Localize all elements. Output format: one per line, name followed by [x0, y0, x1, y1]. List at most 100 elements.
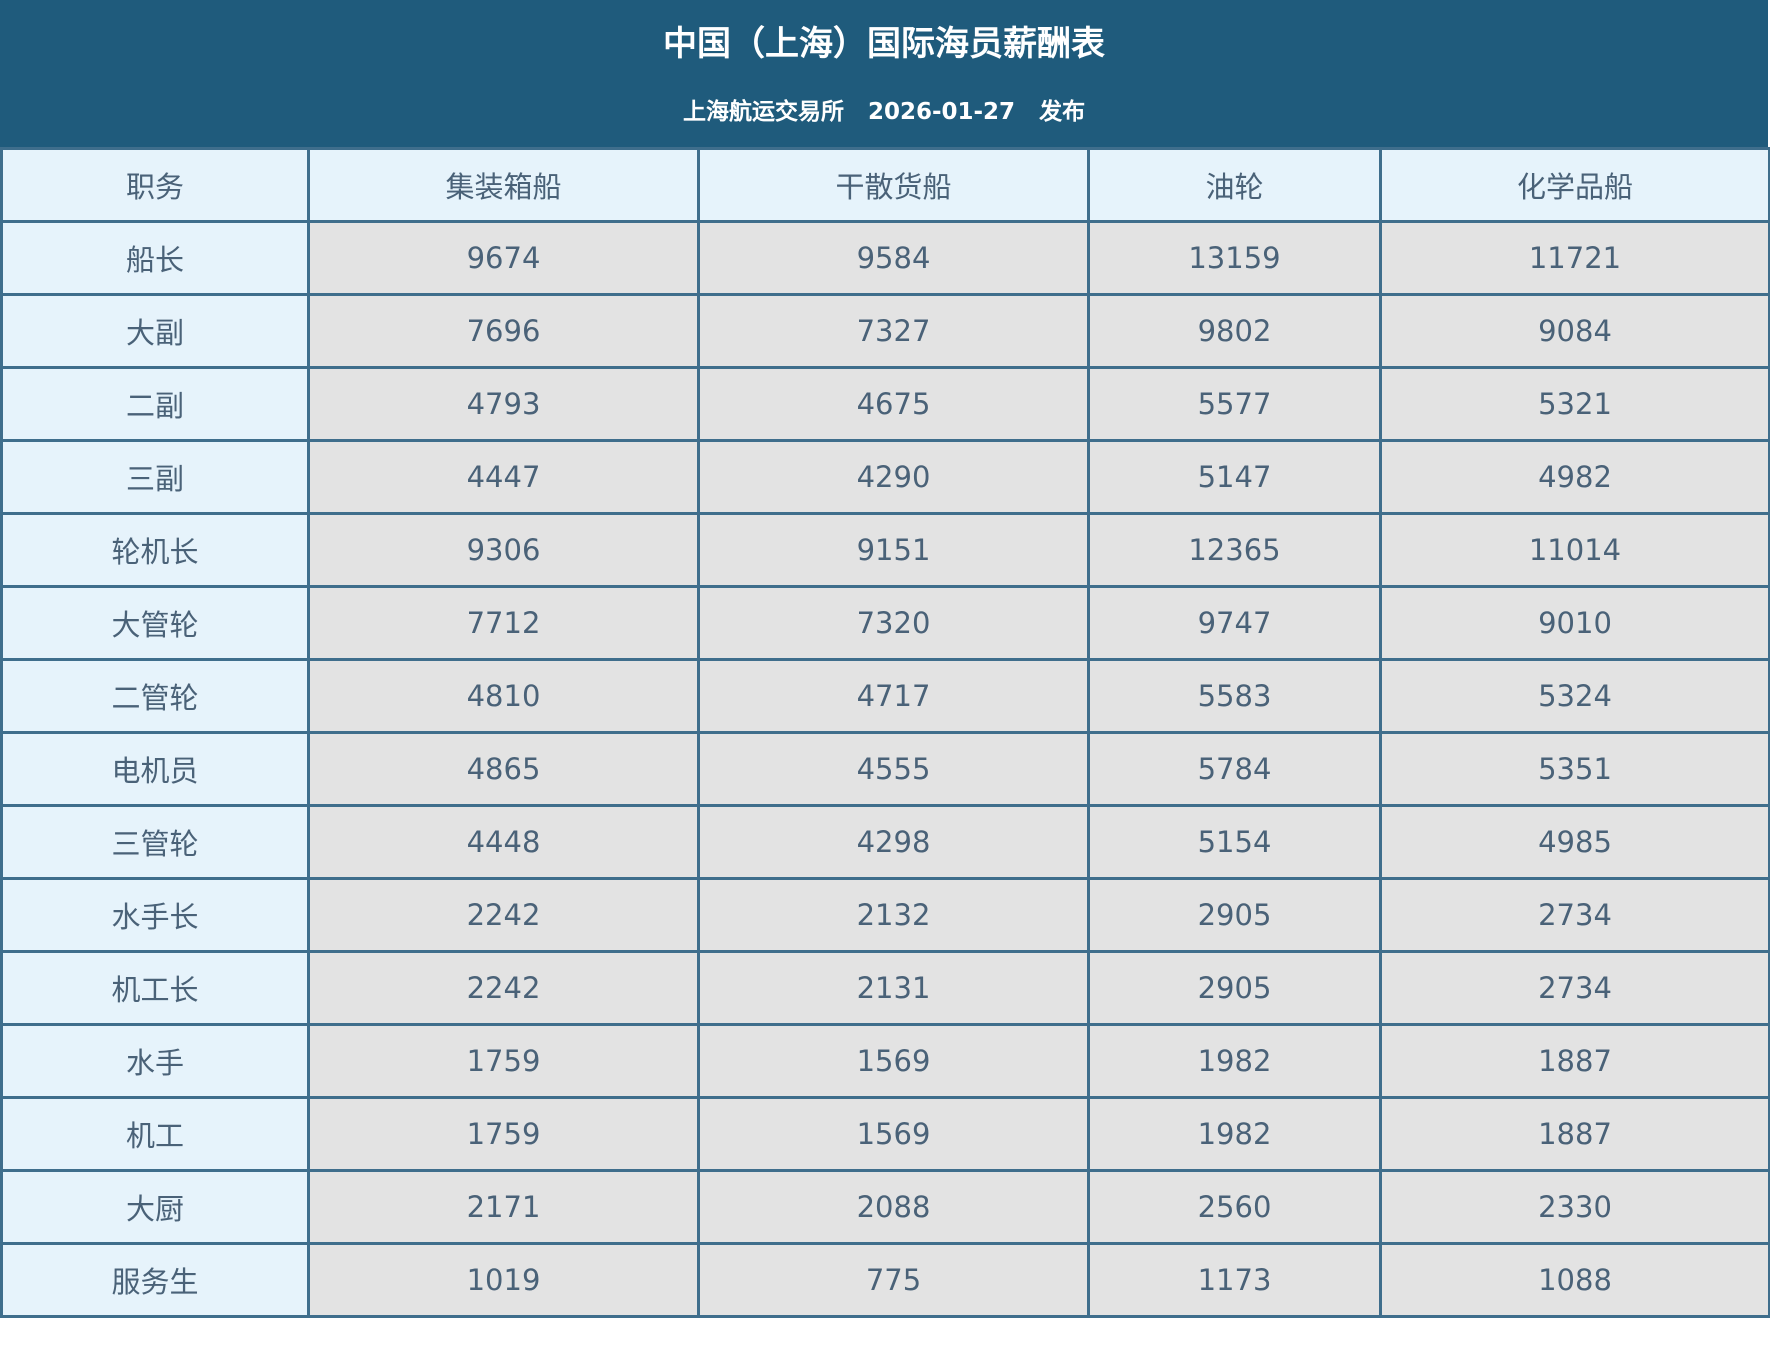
- salary-cell: 775: [697, 1242, 1090, 1318]
- salary-cell: 2242: [307, 950, 700, 1026]
- salary-cell: 5577: [1087, 366, 1382, 442]
- salary-cell: 12365: [1087, 512, 1382, 588]
- salary-cell: 4555: [697, 731, 1090, 807]
- row: 二副 4793 4675 5577 5321: [0, 366, 1770, 442]
- subtitle: 上海航运交易所 2026-01-27 发布: [0, 72, 1768, 126]
- salary-cell: 1569: [697, 1023, 1090, 1099]
- date: 2026-01-27: [867, 99, 1016, 125]
- row: 水手长 2242 2132 2905 2734: [0, 877, 1770, 953]
- role-cell: 大厨: [0, 1169, 310, 1245]
- salary-cell: 2560: [1087, 1169, 1382, 1245]
- salary-cell: 2242: [307, 877, 700, 953]
- salary-cell: 9674: [307, 220, 700, 296]
- row: 轮机长 9306 9151 12365 11014: [0, 512, 1770, 588]
- salary-cell: 11721: [1379, 220, 1770, 296]
- role-cell: 机工长: [0, 950, 310, 1026]
- role-cell: 服务生: [0, 1242, 310, 1318]
- salary-cell: 1759: [307, 1096, 700, 1172]
- salary-cell: 5147: [1087, 439, 1382, 515]
- column-header: 干散货船: [697, 147, 1090, 223]
- salary-cell: 2132: [697, 877, 1090, 953]
- salary-cell: 1173: [1087, 1242, 1382, 1318]
- table-body: 船长 9674 9584 13159 11721 大副 7696 7327 9802 9084 二副…: [0, 220, 1770, 1318]
- salary-cell: 2330: [1379, 1169, 1770, 1245]
- salary-cell: 9151: [697, 512, 1090, 588]
- salary-cell: 7320: [697, 585, 1090, 661]
- row: 服务生 1019 775 1173 1088: [0, 1242, 1770, 1318]
- salary-cell: 7712: [307, 585, 700, 661]
- row: 大管轮 7712 7320 9747 9010: [0, 585, 1770, 661]
- salary-cell: 2734: [1379, 877, 1770, 953]
- row: 机工 1759 1569 1982 1887: [0, 1096, 1770, 1172]
- salary-cell: 2905: [1087, 950, 1382, 1026]
- role-cell: 三管轮: [0, 804, 310, 880]
- role-cell: 水手: [0, 1023, 310, 1099]
- row: 水手 1759 1569 1982 1887: [0, 1023, 1770, 1099]
- role-cell: 水手长: [0, 877, 310, 953]
- salary-cell: 9084: [1379, 293, 1770, 369]
- salary-cell: 9010: [1379, 585, 1770, 661]
- salary-cell: 4793: [307, 366, 700, 442]
- salary-table: 职务 集装箱船 干散货船 油轮 化学品船 船长 9674 9584 13159 11721 大副 7…: [0, 147, 1770, 1318]
- salary-cell: 4448: [307, 804, 700, 880]
- column-header: 化学品船: [1379, 147, 1770, 223]
- salary-cell: 4717: [697, 658, 1090, 734]
- salary-cell: 5154: [1087, 804, 1382, 880]
- salary-cell: 9306: [307, 512, 700, 588]
- row: 船长 9674 9584 13159 11721: [0, 220, 1770, 296]
- row: 二管轮 4810 4717 5583 5324: [0, 658, 1770, 734]
- salary-cell: 2088: [697, 1169, 1090, 1245]
- title: 中国（上海）国际海员薪酬表: [663, 24, 1105, 64]
- role-cell: 三副: [0, 439, 310, 515]
- action: 发布: [1039, 99, 1086, 125]
- salary-cell: 2905: [1087, 877, 1382, 953]
- column-header: 集装箱船: [307, 147, 700, 223]
- salary-cell: 4447: [307, 439, 700, 515]
- role-cell: 电机员: [0, 731, 310, 807]
- salary-cell: 2734: [1379, 950, 1770, 1026]
- salary-cell: 1887: [1379, 1023, 1770, 1099]
- role-cell: 船长: [0, 220, 310, 296]
- role-cell: 二管轮: [0, 658, 310, 734]
- salary-cell: 9747: [1087, 585, 1382, 661]
- column-header: 职务: [0, 147, 310, 223]
- publisher: 上海航运交易所: [682, 99, 844, 125]
- salary-cell: 5583: [1087, 658, 1382, 734]
- table-head: 职务 集装箱船 干散货船 油轮 化学品船: [0, 147, 1770, 223]
- role-cell: 机工: [0, 1096, 310, 1172]
- salary-cell: 4865: [307, 731, 700, 807]
- salary-cell: 13159: [1087, 220, 1382, 296]
- salary-cell: 5784: [1087, 731, 1382, 807]
- salary-cell: 4290: [697, 439, 1090, 515]
- role-cell: 大管轮: [0, 585, 310, 661]
- salary-cell: 1887: [1379, 1096, 1770, 1172]
- salary-cell: 4982: [1379, 439, 1770, 515]
- salary-cell: 5324: [1379, 658, 1770, 734]
- salary-cell: 9584: [697, 220, 1090, 296]
- salary-cell: 4810: [307, 658, 700, 734]
- salary-cell: 5351: [1379, 731, 1770, 807]
- role-cell: 轮机长: [0, 512, 310, 588]
- header-row: 职务 集装箱船 干散货船 油轮 化学品船: [0, 147, 1770, 223]
- salary-cell: 11014: [1379, 512, 1770, 588]
- row: 三管轮 4448 4298 5154 4985: [0, 804, 1770, 880]
- row: 大副 7696 7327 9802 9084: [0, 293, 1770, 369]
- salary-cell: 9802: [1087, 293, 1382, 369]
- salary-cell: 1982: [1087, 1023, 1382, 1099]
- salary-cell: 1759: [307, 1023, 700, 1099]
- salary-cell: 4298: [697, 804, 1090, 880]
- role-cell: 大副: [0, 293, 310, 369]
- salary-cell: 1088: [1379, 1242, 1770, 1318]
- salary-cell: 2131: [697, 950, 1090, 1026]
- row: 机工长 2242 2131 2905 2734: [0, 950, 1770, 1026]
- salary-cell: 7696: [307, 293, 700, 369]
- header: 中国（上海）国际海员薪酬表 上海航运交易所 2026-01-27 发布: [0, 0, 1768, 147]
- salary-cell: 7327: [697, 293, 1090, 369]
- salary-cell: 1569: [697, 1096, 1090, 1172]
- salary-cell: 2171: [307, 1169, 700, 1245]
- row: 三副 4447 4290 5147 4982: [0, 439, 1770, 515]
- row: 大厨 2171 2088 2560 2330: [0, 1169, 1770, 1245]
- column-header: 油轮: [1087, 147, 1382, 223]
- salary-cell: 1982: [1087, 1096, 1382, 1172]
